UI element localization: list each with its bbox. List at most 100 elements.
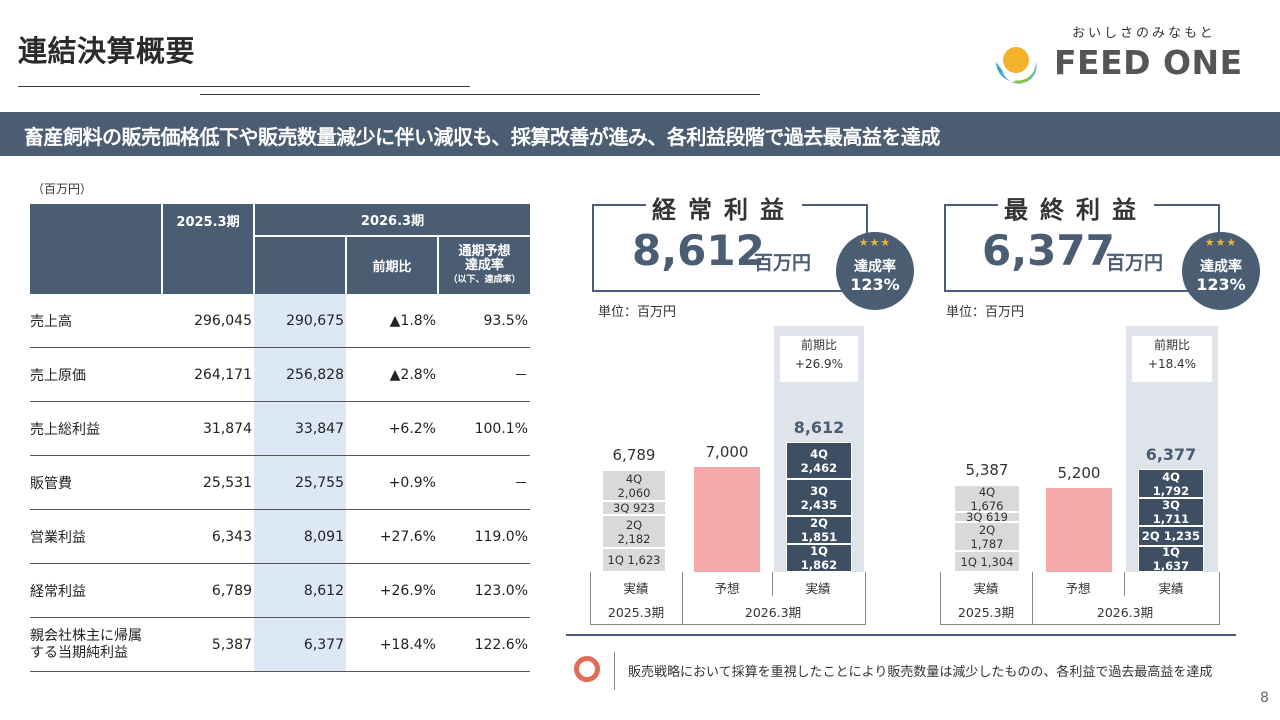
row-label: 営業利益 xyxy=(30,509,162,564)
footer-divider xyxy=(614,652,615,690)
bar-segment-1q: 1Q 1,637 xyxy=(1138,545,1204,573)
logo-mark-icon xyxy=(992,40,1040,88)
footer-note: 販売戦略において採算を重視したことにより販売数量は減少したものの、各利益で過去最… xyxy=(628,665,1213,680)
segment-value: 1,711 xyxy=(1152,512,1190,526)
bar-total-label: 6,789 xyxy=(612,446,656,464)
segment-quarter: 3Q xyxy=(810,483,828,498)
segment-quarter: 2Q xyxy=(625,517,643,532)
bar-segment-3q: 3Q 1,711 xyxy=(1138,498,1204,526)
row-label: 販管費 xyxy=(30,455,162,510)
ordinary-profit-title: 経常利益 xyxy=(646,190,802,225)
axis-label-actual: 実績 xyxy=(623,581,649,596)
segment-label: 3Q 923 xyxy=(613,501,655,515)
star-icon: ★★★ xyxy=(858,236,892,249)
header-fy2026: 2026.3期 xyxy=(254,204,530,237)
page-number: 8 xyxy=(1260,690,1269,706)
segment-quarter: 4Q xyxy=(978,484,996,499)
header-blank xyxy=(30,204,163,236)
segment-quarter: 2Q xyxy=(810,516,828,530)
segment-quarter: 1Q xyxy=(1162,545,1180,559)
table-row: 売上高 296,045 290,675 ▲1.8% 93.5% xyxy=(30,294,530,348)
table-row: 売上原価 264,171 256,828 ▲2.8% － xyxy=(30,347,530,402)
bar-segment-4q: 4Q 2,060 xyxy=(602,470,666,501)
axis-label-actual: 実績 xyxy=(1158,581,1184,596)
row-label: 売上総利益 xyxy=(30,401,162,456)
footer-rule xyxy=(566,634,1236,636)
segment-quarter: 2Q xyxy=(978,522,996,537)
net-unit-label: 単位：百万円 xyxy=(946,305,1025,320)
segment-value: 1,792 xyxy=(1152,483,1190,498)
row-label: 売上原価 xyxy=(30,347,162,402)
table-row: 販管費 25,531 25,755 +0.9% － xyxy=(30,455,530,510)
net-profit-title: 最終利益 xyxy=(998,190,1154,225)
segment-quarter: 4Q xyxy=(1162,469,1180,484)
table-row: 営業利益 6,343 8,091 +27.6% 119.0% xyxy=(30,509,530,564)
segment-quarter: 1Q xyxy=(810,544,828,558)
bar-total-label: 8,612 xyxy=(793,418,845,437)
financial-summary-table: 2025.3期 2026.3期 前期比 通期予想 達成率 （以下、達成率） 売上… xyxy=(30,204,530,672)
segment-value: 1,851 xyxy=(800,530,838,544)
table-row: 親会社株主に帰属 する当期純利益 5,387 6,377 +18.4% 122.… xyxy=(30,617,530,672)
headline-banner: 畜産飼料の販売価格低下や販売数量減少に伴い減収も、採算改善が進み、各利益段階で過… xyxy=(0,112,1280,156)
bar-total-label: 5,200 xyxy=(1057,464,1101,482)
ordinary-yoy-box: 前期比 +26.9% xyxy=(780,336,858,382)
row-label: 経常利益 xyxy=(30,563,162,618)
ordinary-axis-frame xyxy=(590,572,866,625)
ordinary-profit-value: 8,612 xyxy=(632,226,765,275)
forecast-bar xyxy=(1046,488,1112,572)
page-title: 連結決算概要 xyxy=(18,34,196,68)
table-row: 売上総利益 31,874 33,847 +6.2% 100.1% xyxy=(30,401,530,456)
bar-total-label: 7,000 xyxy=(705,443,749,461)
segment-value: 2,060 xyxy=(617,485,651,500)
axis-label-actual: 実績 xyxy=(973,581,999,596)
segment-value: 1,637 xyxy=(1152,559,1190,573)
header-achievement: 通期予想 達成率 （以下、達成率） xyxy=(438,236,530,294)
segment-label: 2Q 1,235 xyxy=(1141,529,1201,543)
axis-label-fy2026: 2026.3期 xyxy=(1096,605,1154,620)
segment-label: 3Q 619 xyxy=(966,510,1008,524)
bar-segment-4q: 4Q 1,792 xyxy=(1138,469,1204,498)
bar-segment-1q: 1Q 1,623 xyxy=(602,548,666,572)
net-axis-frame xyxy=(940,572,1220,625)
ordinary-profit-unit: 百万円 xyxy=(754,252,812,274)
axis-label-fy2026: 2026.3期 xyxy=(744,605,802,620)
bar-total-label: 5,387 xyxy=(965,461,1009,479)
ordinary-achievement-badge: ★★★ 達成率 123% xyxy=(836,232,914,310)
circle-icon xyxy=(574,656,600,682)
bar-segment-2q: 2Q 2,182 xyxy=(602,515,666,548)
bar-segment-2q: 2Q 1,851 xyxy=(786,516,852,544)
bar-total-label: 6,377 xyxy=(1145,445,1197,464)
row-label: 親会社株主に帰属 する当期純利益 xyxy=(30,617,162,672)
table-unit-label: （百万円） xyxy=(32,182,93,196)
segment-quarter: 4Q xyxy=(625,471,643,486)
axis-label-actual: 実績 xyxy=(805,581,831,596)
segment-value: 1,787 xyxy=(970,536,1004,551)
title-underline-2 xyxy=(200,94,760,95)
axis-label-fy2025: 2025.3期 xyxy=(607,605,665,620)
segment-quarter: 3Q xyxy=(1162,498,1180,512)
bar-segment-3q: 3Q 923 xyxy=(602,501,666,515)
segment-value: 2,435 xyxy=(800,497,838,512)
forecast-bar xyxy=(694,467,760,572)
segment-value: 2,182 xyxy=(617,531,651,546)
axis-label-fy2025: 2025.3期 xyxy=(957,605,1015,620)
header-yoy: 前期比 xyxy=(346,236,439,294)
net-achievement-badge: ★★★ 達成率 123% xyxy=(1182,232,1260,310)
segment-label: 1Q 1,623 xyxy=(607,553,661,567)
headline-text: 畜産飼料の販売価格低下や販売数量減少に伴い減収も、採算改善が進み、各利益段階で過… xyxy=(24,125,940,149)
table-row: 経常利益 6,789 8,612 +26.9% 123.0% xyxy=(30,563,530,618)
segment-value: 1,862 xyxy=(800,558,838,572)
header-fy2025: 2025.3期 xyxy=(162,204,255,236)
bar-segment-3q: 3Q 619 xyxy=(954,510,1020,524)
segment-quarter: 4Q xyxy=(810,446,828,461)
bar-segment-4q: 4Q 1,676 xyxy=(954,484,1020,513)
bar-segment-2q: 2Q 1,235 xyxy=(1138,526,1204,546)
axis-label-forecast: 予想 xyxy=(1065,581,1091,596)
segment-value: 2,462 xyxy=(800,460,838,475)
net-yoy-box: 前期比 +18.4% xyxy=(1132,336,1212,382)
logo-text: FEED ONE xyxy=(1054,43,1243,82)
segment-label: 1Q 1,304 xyxy=(960,554,1014,569)
bar-segment-2q: 2Q 1,787 xyxy=(954,522,1020,551)
bar-segment-4q: 4Q 2,462 xyxy=(786,442,852,479)
bar-segment-1q: 1Q 1,304 xyxy=(954,551,1020,572)
